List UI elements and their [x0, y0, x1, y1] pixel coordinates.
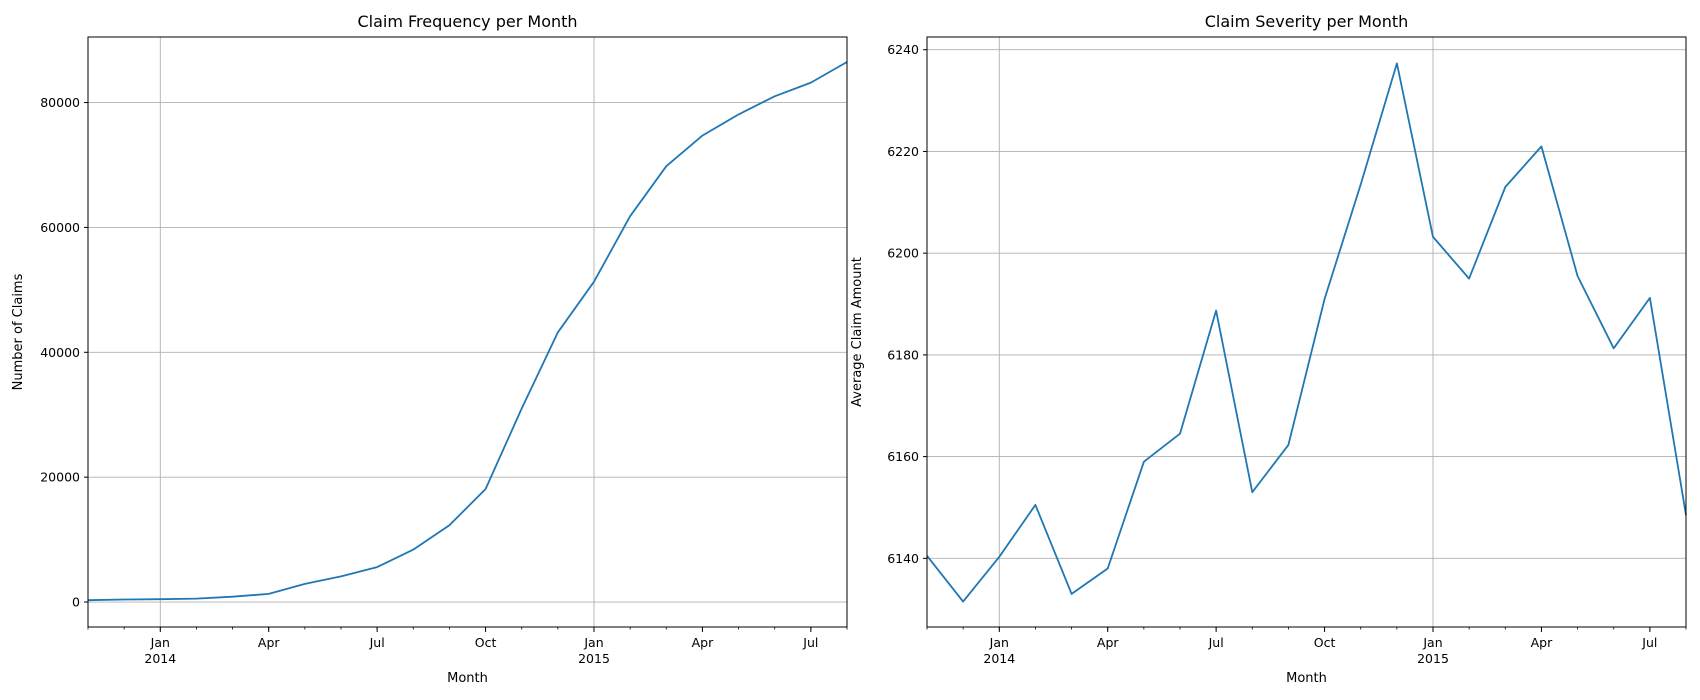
x-tick-label: Jan [583, 635, 603, 650]
x-tick-label: Oct [475, 635, 497, 650]
x-tick-label: Jul [1208, 635, 1224, 650]
y-tick-label: 6140 [887, 551, 919, 566]
y-tick-label: 6160 [887, 449, 919, 464]
y-tick-label: 20000 [40, 470, 80, 485]
x-tick-label: Jul [802, 635, 818, 650]
x-tick-label: Jan [1422, 635, 1442, 650]
x-tick-label: Apr [1531, 635, 1553, 650]
frequency-series-line [87, 61, 848, 602]
frequency-plot-frame [87, 36, 848, 628]
y-tick-label: 6220 [887, 144, 919, 159]
frequency-y-axis-label: Number of Claims [11, 273, 26, 390]
y-tick-label: 0 [72, 595, 80, 610]
x-tick-label: Jan [150, 635, 170, 650]
y-tick-label: 6200 [887, 246, 919, 261]
severity-chart-title: Claim Severity per Month [1205, 12, 1409, 31]
x-tick-label: Oct [1314, 635, 1336, 650]
x-tick-year-label: 2015 [1417, 651, 1449, 666]
x-tick-label: Jul [1641, 635, 1657, 650]
x-tick-year-label: 2014 [144, 651, 176, 666]
x-tick-label: Apr [1097, 635, 1119, 650]
x-tick-year-label: 2015 [578, 651, 610, 666]
severity-plot-frame [926, 36, 1687, 628]
y-tick-label: 80000 [40, 95, 80, 110]
x-tick-label: Jan [989, 635, 1009, 650]
x-tick-label: Apr [692, 635, 714, 650]
frequency-gridlines [88, 37, 847, 627]
x-tick-label: Jul [369, 635, 385, 650]
severity-y-axis-label: Average Claim Amount [850, 257, 865, 407]
severity-x-axis-label: Month [1286, 671, 1327, 686]
severity-series-line [926, 62, 1687, 603]
x-tick-label: Apr [258, 635, 280, 650]
y-tick-label: 6180 [887, 347, 919, 362]
y-tick-label: 60000 [40, 220, 80, 235]
frequency-x-axis-label: Month [447, 671, 488, 686]
severity-gridlines [927, 37, 1686, 627]
y-tick-label: 40000 [40, 345, 80, 360]
x-tick-year-label: 2014 [983, 651, 1015, 666]
frequency-chart-title: Claim Frequency per Month [357, 12, 577, 31]
y-tick-label: 6240 [887, 42, 919, 57]
